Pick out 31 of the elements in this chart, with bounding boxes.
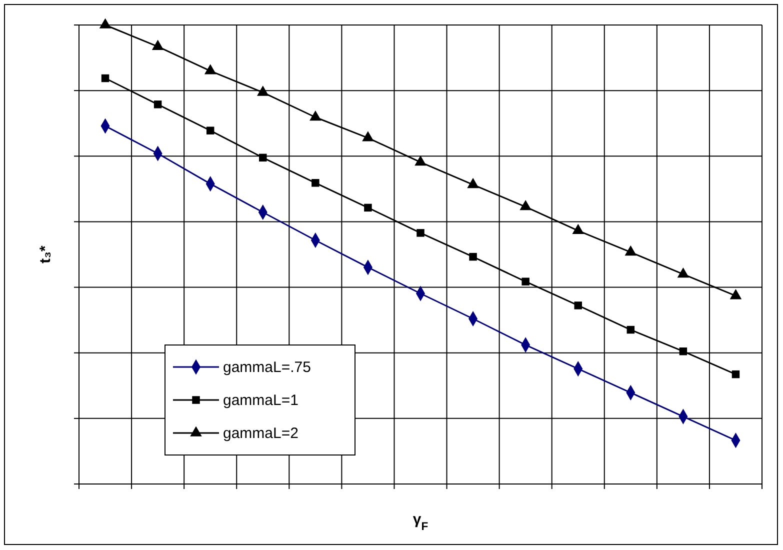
point <box>312 179 320 187</box>
point <box>310 110 322 121</box>
point <box>364 204 372 212</box>
point <box>259 154 267 162</box>
point <box>414 155 426 166</box>
legend-label: gammaL=.75 <box>223 359 311 376</box>
point <box>101 74 110 82</box>
point <box>679 347 688 356</box>
point <box>730 289 742 300</box>
point <box>204 64 216 74</box>
legend-label: gammaL=1 <box>223 392 298 409</box>
point <box>257 86 269 96</box>
x-axis-title: γ$_{F}$ <box>412 511 428 533</box>
point <box>677 267 690 278</box>
point <box>572 224 584 234</box>
point <box>416 229 424 237</box>
point <box>206 126 214 134</box>
point <box>520 200 532 210</box>
point <box>362 131 374 142</box>
point <box>626 326 635 334</box>
point <box>154 100 162 108</box>
point <box>469 252 477 261</box>
point <box>732 370 740 378</box>
y-axis-title: t₃* <box>37 245 54 264</box>
point <box>574 302 582 310</box>
point <box>467 178 479 188</box>
point <box>152 40 164 50</box>
point <box>624 245 637 256</box>
legend-label: gammaL=2 <box>223 425 298 442</box>
point <box>522 278 530 286</box>
point <box>99 18 112 28</box>
